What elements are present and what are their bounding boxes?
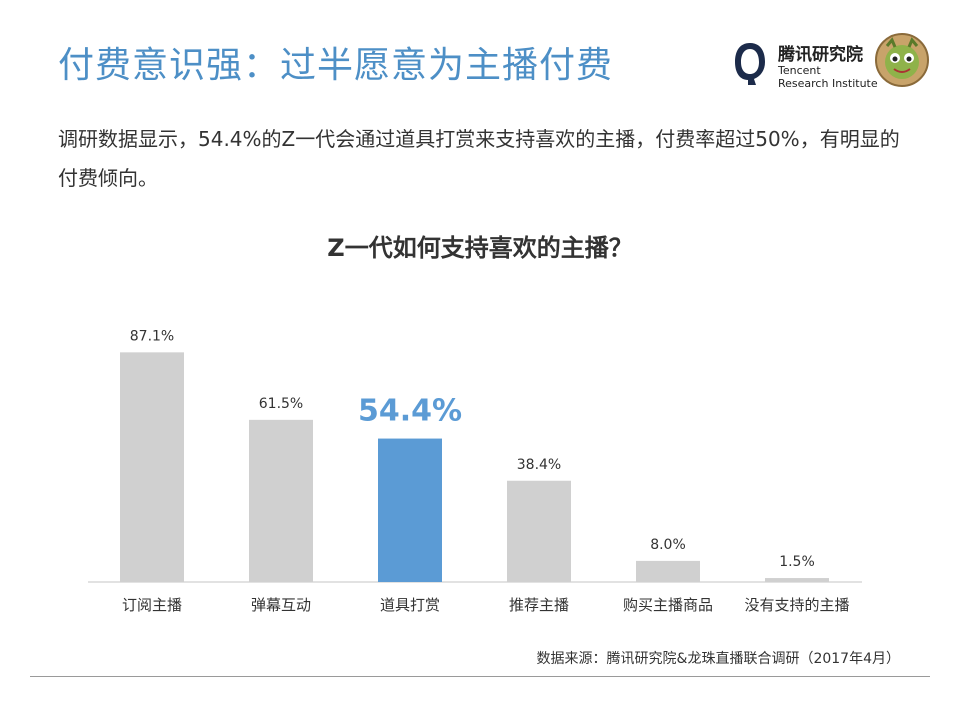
bar-value-label: 8.0% (650, 537, 686, 553)
bar (765, 578, 829, 582)
source-note: 数据来源：腾讯研究院&龙珠直播联合调研（2017年4月） (536, 651, 900, 667)
bar (249, 419, 313, 582)
logo-name-en-line2: Research Institute (778, 77, 878, 90)
mascot-icon (875, 33, 929, 87)
tencent-research-logo: 腾讯研究院 Tencent Research Institute (730, 33, 930, 94)
bar-value-label: 61.5% (259, 396, 303, 412)
bar-value-label: 38.4% (517, 457, 561, 473)
bar (120, 352, 184, 582)
x-tick-label: 道具打赏 (380, 596, 440, 614)
x-tick-label: 弹幕互动 (251, 596, 311, 614)
bottom-divider (30, 676, 930, 677)
logo-name-en-line1: Tencent (778, 64, 821, 77)
penguin-logo-icon (735, 43, 765, 85)
slide-title: 付费意识强：过半愿意为主播付费 (58, 45, 614, 86)
bar-value-label: 1.5% (779, 554, 815, 570)
bar-value-label: 54.4% (358, 394, 462, 429)
chart-title: Z一代如何支持喜欢的主播？ (327, 234, 633, 262)
x-tick-label: 订阅主播 (122, 596, 182, 614)
logo-name-cn: 腾讯研究院 (778, 45, 863, 65)
bar (507, 480, 571, 582)
intro-text: 调研数据显示，54.4%的Z一代会通过道具打赏来支持喜欢的主播，付费率超过50%… (58, 127, 900, 190)
x-tick-label: 没有支持的主播 (744, 596, 849, 614)
x-tick-label: 购买主播商品 (623, 596, 713, 614)
x-tick-label: 推荐主播 (509, 596, 569, 614)
bar-value-label: 87.1% (130, 328, 174, 344)
bar (378, 438, 442, 582)
bar (636, 560, 700, 582)
